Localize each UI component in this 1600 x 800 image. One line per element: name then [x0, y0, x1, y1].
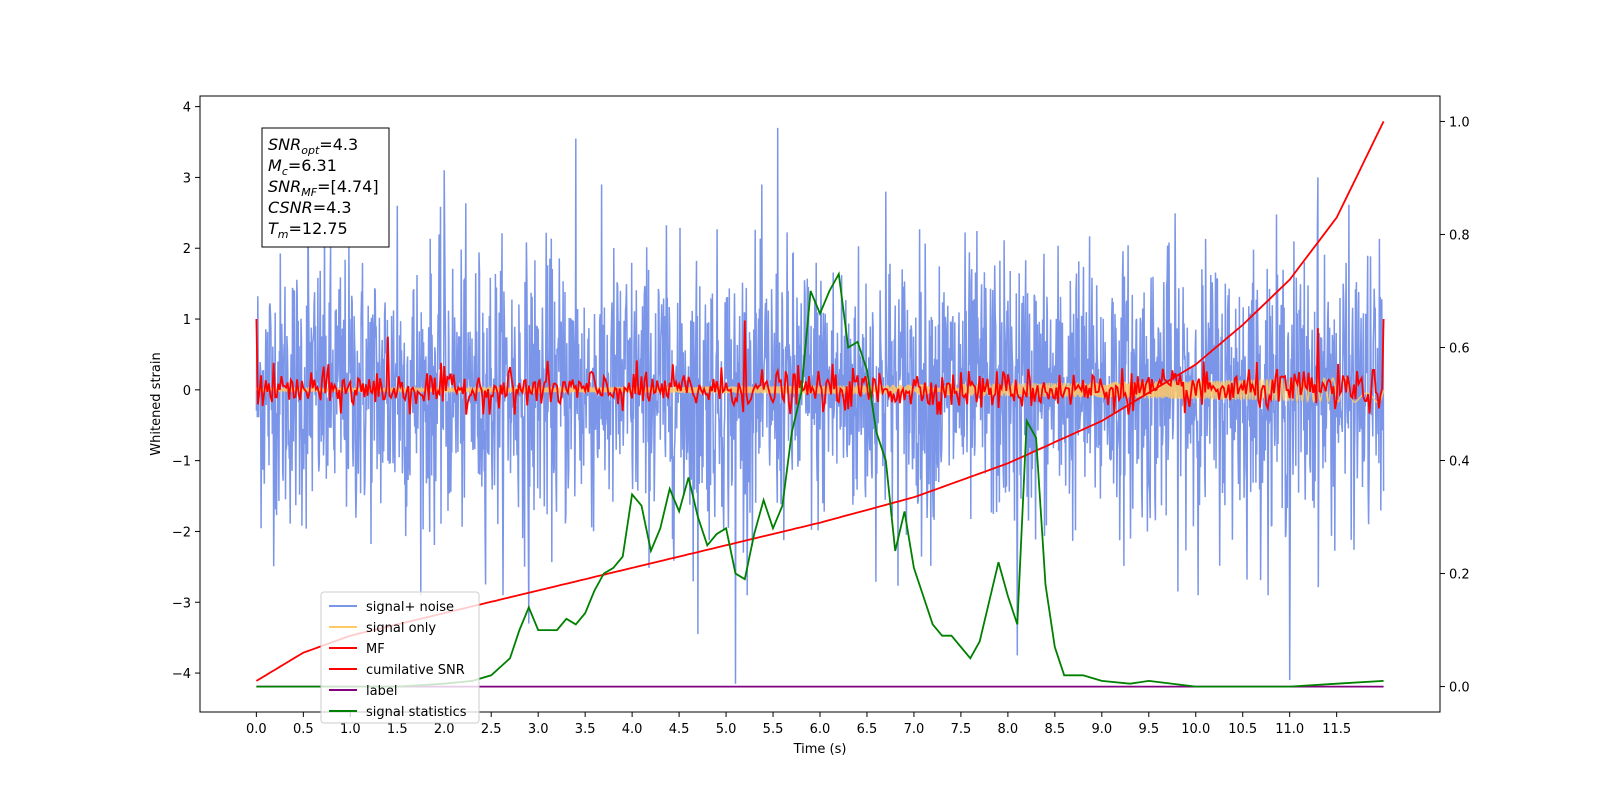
y2-tick-label: 0.6 [1449, 341, 1470, 356]
y-axis-left: 4 3 2 1 0 −1 −2 −3 −4 [172, 101, 200, 682]
x-tick-label: 6.5 [857, 722, 878, 737]
y2-tick-label: 0.2 [1449, 568, 1470, 583]
y2-tick-label: 1.0 [1449, 115, 1470, 130]
y-axis-label: Whitened strain [149, 352, 164, 455]
series-signal-noise [255, 127, 1385, 684]
x-tick-label: 2.5 [481, 722, 502, 737]
x-tick-label: 11.5 [1322, 722, 1351, 737]
legend: signal+ noise signal only MF cumilative SNR… [320, 591, 480, 724]
x-axis: 0.0 0.5 1.0 1.5 2.0 2.5 3.0 3.5 4.0 4.5 5.0 5.5 6.0 6… [246, 712, 1351, 737]
x-tick-label: 6.0 [810, 722, 831, 737]
y-tick-label: 4 [183, 101, 191, 116]
y-tick-label: 2 [183, 242, 191, 257]
legend-entry: cumilative SNR [366, 663, 465, 678]
x-tick-label: 4.5 [669, 722, 690, 737]
x-tick-label: 7.0 [904, 722, 925, 737]
y2-tick-label: 0.4 [1449, 455, 1470, 470]
x-tick-label: 2.0 [434, 722, 455, 737]
x-tick-label: 5.5 [763, 722, 784, 737]
x-tick-label: 1.5 [387, 722, 408, 737]
x-tick-label: 0.5 [293, 722, 314, 737]
x-tick-label: 7.5 [951, 722, 972, 737]
info-line: SNRMF=[4.74] [268, 177, 379, 199]
y-axis-right: 1.0 0.8 0.6 0.4 0.2 0.0 [1440, 115, 1470, 696]
y-tick-label: −4 [172, 667, 191, 682]
info-box-frame [261, 127, 390, 248]
info-line: SNRopt=4.3 [268, 135, 358, 157]
x-tick-label: 0.0 [246, 722, 267, 737]
legend-entry: signal statistics [366, 705, 467, 720]
x-tick-label: 1.0 [340, 722, 361, 737]
legend-entry: MF [366, 642, 385, 657]
series-signal-statistics [256, 271, 1384, 688]
info-line: CSNR=4.3 [268, 198, 352, 217]
x-tick-label: 11.0 [1275, 722, 1304, 737]
y-tick-label: −1 [172, 455, 191, 470]
y2-tick-label: 0.0 [1449, 681, 1470, 696]
x-tick-label: 10.5 [1228, 722, 1257, 737]
info-line: Tm=12.75 [268, 219, 348, 241]
y-tick-label: −2 [172, 525, 191, 540]
x-tick-label: 9.5 [1138, 722, 1159, 737]
y2-tick-label: 0.8 [1449, 228, 1470, 243]
series-mf [255, 318, 1385, 415]
x-tick-label: 4.0 [622, 722, 643, 737]
legend-entry: signal only [366, 621, 436, 636]
info-line: Mc=6.31 [268, 156, 337, 178]
x-tick-label: 8.0 [998, 722, 1019, 737]
x-axis-label: Time (s) [793, 742, 847, 757]
x-tick-label: 8.5 [1045, 722, 1066, 737]
x-tick-label: 5.0 [716, 722, 737, 737]
y-tick-label: −3 [172, 596, 191, 611]
x-tick-label: 9.0 [1091, 722, 1112, 737]
x-tick-label: 3.5 [575, 722, 596, 737]
legend-frame [320, 591, 480, 724]
x-tick-label: 3.0 [528, 722, 549, 737]
y-tick-label: 0 [183, 384, 191, 399]
x-tick-label: 10.0 [1181, 722, 1210, 737]
y-tick-label: 1 [183, 313, 191, 328]
y-tick-label: 3 [183, 171, 191, 186]
legend-entry: signal+ noise [366, 600, 454, 615]
legend-entry: label [366, 684, 397, 699]
